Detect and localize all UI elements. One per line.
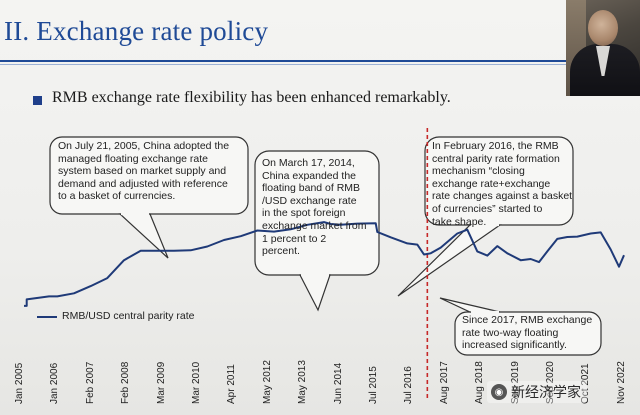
legend-line-swatch xyxy=(37,316,57,318)
x-tick-label: Aug 2018 xyxy=(474,361,486,404)
title-rule xyxy=(0,60,566,62)
x-tick-label: Nov 2022 xyxy=(615,361,627,404)
callout-box-a2017 xyxy=(454,311,602,356)
legend-label: RMB/USD central parity rate xyxy=(62,310,195,322)
slide-title: II. Exchange rate policy xyxy=(4,16,269,46)
callout-2005-reform: On July 21, 2005, China adopted the mana… xyxy=(58,140,230,203)
x-tick-label: Jul 2016 xyxy=(403,366,415,404)
x-tick-label: Mar 2009 xyxy=(155,361,167,404)
x-tick-label: Feb 2007 xyxy=(84,361,96,404)
x-tick-label: Aug 2017 xyxy=(438,361,450,404)
callout-tail-a2017 xyxy=(439,297,501,313)
x-tick-label: Jan 2005 xyxy=(14,362,25,404)
callout-2014-band: On March 17, 2014, China expanded the fl… xyxy=(262,157,367,258)
wechat-logo-icon: ◉ xyxy=(491,384,507,400)
x-tick-label: Jul 2015 xyxy=(368,366,379,404)
x-tick-label: Feb 2008 xyxy=(120,361,132,404)
x-tick-label: May 2013 xyxy=(297,360,309,404)
series-line-rmb-usd xyxy=(24,221,625,307)
watermark-text: 新经济学家 xyxy=(511,385,581,401)
source-watermark: ◉ 新经济学家 xyxy=(487,381,587,403)
x-tick-label: Apr 2011 xyxy=(226,364,238,404)
speaker-video-thumbnail xyxy=(566,0,640,96)
bullet-square-icon xyxy=(33,96,42,105)
slide-subtitle: RMB exchange rate flexibility has been e… xyxy=(52,89,451,106)
callout-2017-two-way: Since 2017, RMB exchange rate two-way fl… xyxy=(462,314,593,352)
callout-tail-a2014 xyxy=(299,274,331,312)
x-tick-label: May 2012 xyxy=(261,360,273,404)
callout-shapes xyxy=(49,136,602,356)
title-rule-thin xyxy=(0,64,566,65)
speaker-head xyxy=(588,10,618,46)
callout-2016-mechanism: In February 2016, the RMB central parity… xyxy=(432,140,573,228)
x-tick-label: Jun 2014 xyxy=(332,362,344,404)
x-tick-label: Jan 2006 xyxy=(49,362,61,404)
callout-tail-a2016 xyxy=(397,224,502,297)
x-tick-label: Mar 2010 xyxy=(191,361,202,404)
